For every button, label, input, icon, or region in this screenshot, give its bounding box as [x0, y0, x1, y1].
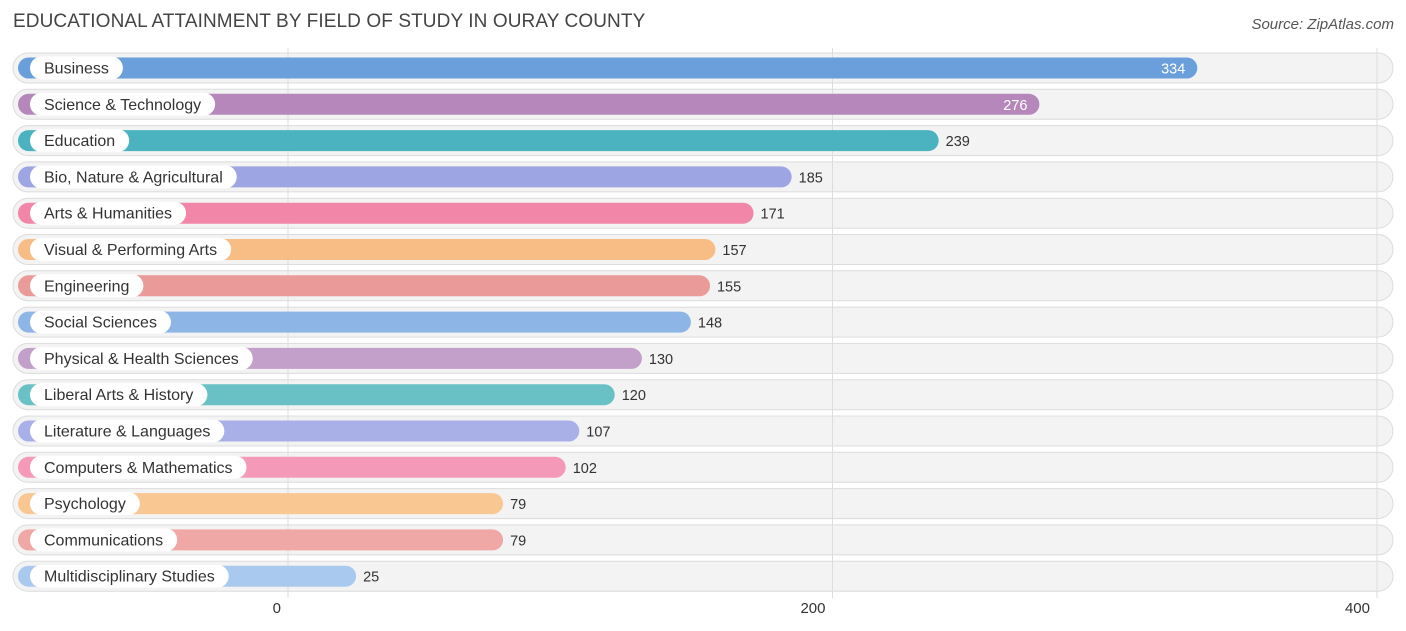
category-label-pill	[30, 455, 247, 479]
category-label: Science & Technology	[44, 97, 201, 114]
value-label: 155	[717, 279, 741, 295]
category-label-pill	[30, 129, 130, 153]
category-label: Physical & Health Sciences	[44, 351, 239, 368]
chart-source: Source: ZipAtlas.com	[1251, 16, 1394, 33]
value-label: 120	[622, 388, 646, 404]
bar	[18, 311, 691, 333]
bars: Business 334 Science & Technology 276 Educat…	[18, 56, 1198, 588]
bar	[18, 202, 754, 224]
value-label: 102	[573, 461, 597, 477]
x-tick-label: 400	[1345, 600, 1370, 617]
category-label: Bio, Nature & Agricultural	[44, 169, 223, 186]
value-label: 148	[698, 316, 722, 332]
category-label: Social Sciences	[44, 315, 157, 332]
category-label-pill	[30, 238, 232, 261]
category-label: Education	[44, 133, 115, 150]
category-label: Visual & Performing Arts	[44, 242, 217, 259]
category-label: Arts & Humanities	[44, 206, 172, 223]
category-label: Multidisciplinary Studies	[44, 569, 215, 586]
category-label-pill	[30, 310, 171, 334]
value-label: 79	[510, 497, 526, 513]
value-label: 171	[761, 207, 785, 223]
bar	[18, 275, 710, 297]
category-label-pill	[30, 274, 144, 298]
category-label: Psychology	[44, 496, 126, 513]
value-label: 239	[946, 134, 970, 150]
category-label: Engineering	[44, 278, 129, 295]
value-label: 79	[510, 533, 526, 549]
category-label-pill	[30, 383, 208, 407]
category-label-pill	[30, 492, 140, 516]
value-label: 334	[1161, 62, 1185, 78]
category-label-pill	[30, 165, 237, 189]
category-label-pill	[30, 528, 178, 552]
value-label: 185	[799, 170, 823, 186]
category-label: Literature & Languages	[44, 424, 210, 441]
x-tick-label: 200	[800, 600, 825, 617]
category-label: Computers & Mathematics	[44, 460, 233, 477]
category-label-pill	[30, 419, 225, 443]
chart-title: EDUCATIONAL ATTAINMENT BY FIELD OF STUDY…	[13, 11, 646, 32]
row-track	[12, 560, 1394, 592]
value-label: 107	[586, 425, 610, 441]
value-label: 25	[363, 570, 379, 586]
category-label-pill	[30, 56, 123, 80]
category-label: Business	[44, 61, 109, 78]
category-label: Liberal Arts & History	[44, 387, 193, 404]
x-tick-label: 0	[273, 600, 281, 617]
bar	[18, 93, 1040, 115]
category-label-pill	[30, 564, 229, 588]
category-label-pill	[30, 92, 216, 116]
bar	[18, 130, 939, 152]
category-label: Communications	[44, 532, 163, 549]
value-label: 130	[649, 352, 673, 368]
value-label: 157	[722, 243, 746, 259]
category-label-pill	[30, 201, 187, 225]
bar	[18, 57, 1198, 79]
bar	[18, 493, 504, 515]
category-label-pill	[30, 346, 253, 370]
value-label: 276	[1003, 98, 1027, 114]
x-axis: 0 200 400	[273, 600, 1370, 617]
